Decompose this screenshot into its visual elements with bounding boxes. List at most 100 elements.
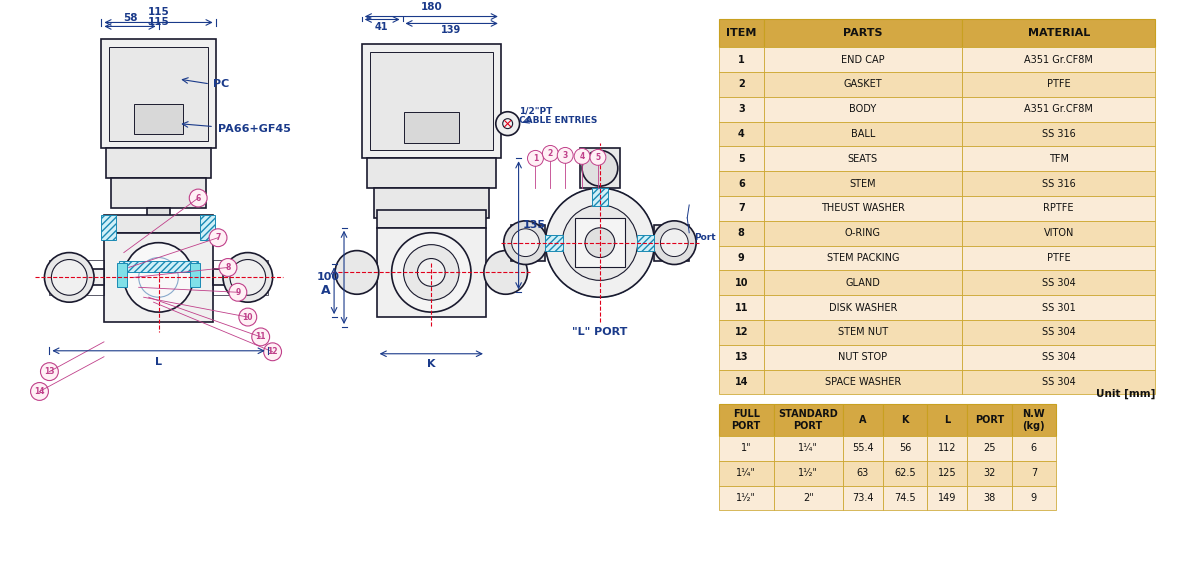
Bar: [967, 486, 1012, 511]
Bar: [719, 404, 773, 436]
Bar: [420, 218, 443, 247]
Bar: [843, 486, 883, 511]
Text: 5: 5: [596, 153, 600, 162]
Bar: [967, 436, 1012, 461]
Circle shape: [45, 253, 95, 302]
Circle shape: [230, 259, 266, 295]
Bar: [719, 369, 764, 394]
Circle shape: [219, 259, 236, 276]
Bar: [100, 215, 116, 240]
Text: K: K: [427, 359, 435, 369]
Bar: [773, 436, 843, 461]
Text: NUT STOP: NUT STOP: [838, 352, 888, 362]
Circle shape: [335, 251, 378, 294]
Bar: [511, 225, 545, 260]
Bar: [119, 260, 199, 272]
Bar: [50, 259, 104, 295]
Bar: [962, 121, 1155, 146]
Bar: [719, 461, 773, 486]
Text: Unit [mm]: Unit [mm]: [1096, 389, 1155, 400]
Bar: [883, 404, 927, 436]
Bar: [719, 345, 764, 369]
Text: 2: 2: [547, 149, 553, 158]
Bar: [147, 208, 170, 238]
Text: A: A: [859, 415, 866, 425]
Bar: [719, 146, 764, 171]
Circle shape: [189, 189, 207, 207]
Text: 12: 12: [267, 347, 278, 356]
Bar: [764, 345, 962, 369]
Bar: [580, 148, 619, 188]
Text: 9: 9: [235, 288, 240, 297]
Text: PTFE: PTFE: [1047, 79, 1071, 89]
Bar: [764, 146, 962, 171]
Bar: [592, 188, 608, 206]
Text: SS 316: SS 316: [1041, 129, 1076, 139]
Text: PA66+GF45: PA66+GF45: [217, 124, 291, 133]
Text: 13: 13: [44, 367, 54, 376]
Bar: [719, 196, 764, 221]
Text: 63: 63: [857, 469, 869, 478]
Bar: [962, 196, 1155, 221]
Text: THEUST WASHER: THEUST WASHER: [820, 203, 904, 213]
Bar: [190, 263, 200, 287]
Text: BODY: BODY: [849, 104, 876, 114]
Text: 1: 1: [533, 154, 538, 163]
Text: GASKET: GASKET: [844, 79, 882, 89]
Circle shape: [403, 245, 459, 300]
Circle shape: [239, 308, 256, 326]
Bar: [773, 461, 843, 486]
Text: 3: 3: [563, 151, 567, 160]
Circle shape: [504, 221, 547, 264]
Bar: [423, 247, 440, 278]
Bar: [967, 461, 1012, 486]
Bar: [764, 221, 962, 246]
Bar: [655, 225, 689, 260]
Bar: [110, 47, 208, 140]
Circle shape: [209, 229, 227, 247]
Text: 125: 125: [937, 469, 956, 478]
Bar: [719, 436, 773, 461]
Circle shape: [661, 229, 688, 256]
Text: 8: 8: [738, 228, 745, 238]
Circle shape: [264, 343, 281, 361]
Text: 180: 180: [421, 2, 442, 11]
Text: 55.4: 55.4: [852, 443, 873, 454]
Text: FULL
PORT: FULL PORT: [732, 409, 761, 431]
Text: 41: 41: [375, 22, 389, 32]
Text: STEM NUT: STEM NUT: [838, 327, 888, 337]
Bar: [719, 246, 764, 270]
Bar: [962, 72, 1155, 97]
Bar: [962, 246, 1155, 270]
Text: 4: 4: [579, 152, 585, 161]
Bar: [403, 112, 459, 144]
Bar: [773, 486, 843, 511]
Text: 56: 56: [898, 443, 911, 454]
Text: 1¹⁄₂": 1¹⁄₂": [736, 493, 756, 503]
Bar: [576, 218, 625, 267]
Text: SEATS: SEATS: [847, 154, 878, 164]
Bar: [719, 72, 764, 97]
Circle shape: [417, 259, 446, 286]
Bar: [764, 19, 962, 47]
Circle shape: [229, 283, 247, 301]
Bar: [962, 171, 1155, 196]
Text: 38: 38: [983, 493, 995, 503]
Text: 7: 7: [738, 203, 745, 213]
Bar: [927, 404, 967, 436]
Bar: [486, 263, 520, 282]
Bar: [927, 486, 967, 511]
Bar: [764, 320, 962, 345]
Bar: [342, 263, 377, 282]
Text: MATERIAL: MATERIAL: [1027, 28, 1090, 38]
Bar: [366, 158, 495, 188]
Text: Port: Port: [694, 233, 716, 242]
Text: 11: 11: [734, 303, 748, 312]
Text: A351 Gr.CF8M: A351 Gr.CF8M: [1025, 55, 1093, 64]
Bar: [1012, 436, 1057, 461]
Text: SS 304: SS 304: [1041, 278, 1076, 288]
Bar: [962, 47, 1155, 72]
Text: SS 304: SS 304: [1041, 327, 1076, 337]
Circle shape: [252, 328, 269, 346]
Bar: [362, 44, 501, 158]
